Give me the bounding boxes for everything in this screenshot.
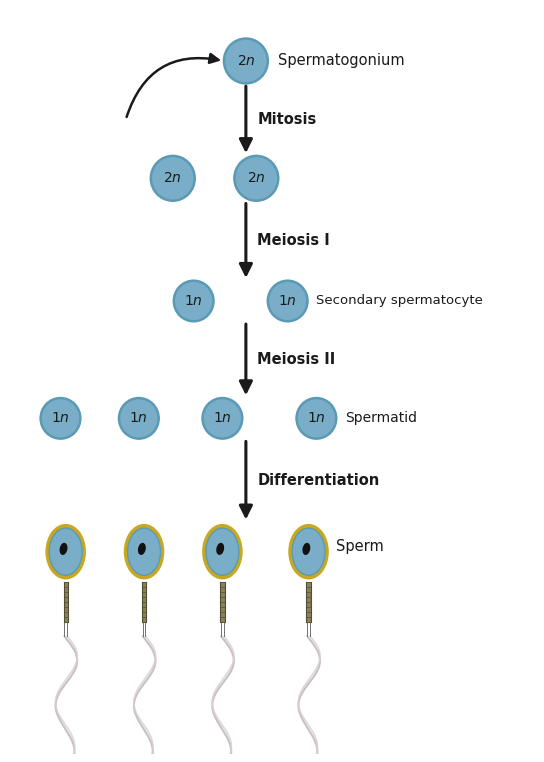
Circle shape (41, 398, 81, 439)
FancyBboxPatch shape (64, 582, 68, 623)
FancyBboxPatch shape (306, 582, 311, 623)
Circle shape (268, 280, 307, 322)
Text: Differentiation: Differentiation (257, 473, 380, 488)
Circle shape (151, 156, 195, 200)
Ellipse shape (206, 528, 239, 575)
Circle shape (202, 398, 242, 439)
Ellipse shape (216, 543, 224, 555)
Ellipse shape (50, 528, 82, 575)
Circle shape (234, 156, 279, 200)
Circle shape (119, 398, 159, 439)
Text: $1n$: $1n$ (129, 411, 148, 425)
Ellipse shape (138, 543, 146, 555)
Text: Spermatogonium: Spermatogonium (279, 53, 405, 69)
Ellipse shape (288, 524, 329, 579)
Text: $1n$: $1n$ (184, 294, 203, 308)
Text: Meiosis II: Meiosis II (257, 352, 336, 367)
FancyBboxPatch shape (220, 582, 225, 623)
Text: $2n$: $2n$ (237, 54, 255, 68)
Text: Mitosis: Mitosis (257, 112, 317, 127)
Text: Secondary spermatocyte: Secondary spermatocyte (317, 294, 483, 308)
Ellipse shape (124, 524, 164, 579)
Text: $1n$: $1n$ (51, 411, 70, 425)
Text: $2n$: $2n$ (163, 171, 182, 185)
Text: $1n$: $1n$ (213, 411, 232, 425)
Text: Meiosis I: Meiosis I (257, 233, 330, 248)
Ellipse shape (128, 528, 160, 575)
Ellipse shape (202, 524, 243, 579)
Text: $1n$: $1n$ (279, 294, 297, 308)
Ellipse shape (302, 543, 310, 555)
Ellipse shape (292, 528, 325, 575)
Circle shape (174, 280, 213, 322)
Circle shape (296, 398, 336, 439)
FancyBboxPatch shape (142, 582, 146, 623)
Text: $2n$: $2n$ (247, 171, 265, 185)
Circle shape (224, 39, 268, 83)
Ellipse shape (46, 524, 86, 579)
Text: Spermatid: Spermatid (345, 411, 417, 425)
Text: Sperm: Sperm (336, 539, 384, 554)
Text: $1n$: $1n$ (307, 411, 326, 425)
Ellipse shape (59, 543, 67, 555)
